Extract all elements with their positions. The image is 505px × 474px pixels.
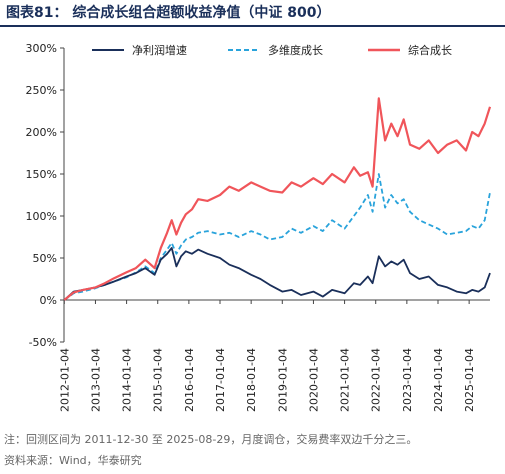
x-tick-label: 2019-01-04 — [276, 348, 289, 412]
x-tick-label: 2012-01-04 — [58, 348, 71, 412]
x-tick-label: 2015-01-04 — [152, 348, 165, 412]
y-tick-label: 150% — [26, 168, 57, 181]
legend: 净利润增速 多维度成长 综合成长 — [92, 43, 452, 57]
series-lines — [63, 97, 492, 301]
legend-label: 综合成长 — [408, 43, 452, 57]
x-tick-label: 2014-01-04 — [121, 348, 134, 412]
footnote-source: 资料来源：Wind，华泰研究 — [4, 454, 142, 467]
x-tick-label: 2017-01-04 — [214, 348, 227, 412]
y-tick-label: 300% — [26, 42, 57, 55]
y-tick-label: 0% — [40, 294, 57, 307]
y-tick-label: 250% — [26, 84, 57, 97]
y-tick-label: 50% — [33, 252, 57, 265]
x-axis: 2012-01-04 2013-01-04 2014-01-04 2015-01-04… — [58, 300, 476, 412]
legend-label: 多维度成长 — [268, 43, 323, 57]
x-tick-label: 2020-01-04 — [307, 348, 320, 412]
legend-label: 净利润增速 — [132, 43, 187, 57]
y-tick-label: 200% — [26, 126, 57, 139]
x-tick-label: 2013-01-04 — [89, 348, 102, 412]
series-line-0 — [63, 246, 491, 301]
y-axis: 300% 250% 200% 150% 100% 50% 0% -50% — [26, 42, 490, 349]
chart-title: 图表81： 综合成长组合超额收益净值（中证 800） — [6, 5, 331, 21]
series-line-2 — [63, 97, 492, 301]
x-tick-label: 2023-01-04 — [401, 348, 414, 412]
footnote-backtest: 注：回测区间为 2011-12-30 至 2025-08-29，月度调仓，交易费… — [4, 433, 418, 446]
y-tick-label: -50% — [29, 336, 57, 349]
series-line-1 — [63, 173, 491, 301]
x-tick-label: 2018-01-04 — [245, 348, 258, 412]
x-tick-label: 2021-01-04 — [339, 348, 352, 412]
x-tick-label: 2024-01-04 — [432, 348, 445, 412]
y-tick-label: 100% — [26, 210, 57, 223]
x-tick-label: 2022-01-04 — [370, 348, 383, 412]
x-tick-label: 2025-01-04 — [463, 348, 476, 412]
title-divider — [0, 25, 505, 27]
line-chart: 净利润增速 多维度成长 综合成长 300% 250% 200% 150% 100% 50% 0%… — [26, 42, 492, 412]
x-tick-label: 2016-01-04 — [183, 348, 196, 412]
